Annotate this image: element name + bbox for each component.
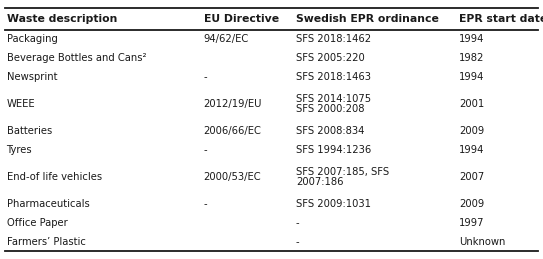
Text: 2001: 2001 [459, 99, 484, 109]
Text: 1994: 1994 [459, 145, 484, 155]
Text: SFS 2007:185, SFS: SFS 2007:185, SFS [296, 167, 389, 177]
Text: Pharmaceuticals: Pharmaceuticals [7, 199, 89, 209]
Text: Beverage Bottles and Cans²: Beverage Bottles and Cans² [7, 53, 146, 63]
Text: -: - [296, 218, 300, 228]
Text: SFS 2009:1031: SFS 2009:1031 [296, 199, 371, 209]
Text: Office Paper: Office Paper [7, 218, 67, 228]
Text: SFS 2018:1463: SFS 2018:1463 [296, 72, 371, 82]
Text: 1997: 1997 [459, 218, 484, 228]
Text: SFS 2014:1075: SFS 2014:1075 [296, 94, 371, 104]
Text: WEEE: WEEE [7, 99, 35, 109]
Text: 1982: 1982 [459, 53, 484, 63]
Text: 2009: 2009 [459, 199, 484, 209]
Text: Waste description: Waste description [7, 14, 117, 24]
Text: 2000/53/EC: 2000/53/EC [204, 172, 261, 182]
Text: SFS 2005:220: SFS 2005:220 [296, 53, 365, 63]
Text: -: - [296, 237, 300, 247]
Text: EPR start date: EPR start date [459, 14, 543, 24]
Text: -: - [204, 199, 207, 209]
Text: 2012/19/EU: 2012/19/EU [204, 99, 262, 109]
Text: Swedish EPR ordinance: Swedish EPR ordinance [296, 14, 439, 24]
Text: End-of life vehicles: End-of life vehicles [7, 172, 102, 182]
Text: SFS 2018:1462: SFS 2018:1462 [296, 34, 371, 44]
Text: Tyres: Tyres [7, 145, 32, 155]
Text: 2006/66/EC: 2006/66/EC [204, 126, 262, 136]
Text: Batteries: Batteries [7, 126, 52, 136]
Text: -: - [204, 145, 207, 155]
Text: Packaging: Packaging [7, 34, 58, 44]
Text: Newsprint: Newsprint [7, 72, 57, 82]
Text: 1994: 1994 [459, 72, 484, 82]
Text: Unknown: Unknown [459, 237, 505, 247]
Text: SFS 2008:834: SFS 2008:834 [296, 126, 364, 136]
Text: EU Directive: EU Directive [204, 14, 279, 24]
Text: SFS 2000:208: SFS 2000:208 [296, 104, 364, 114]
Text: 94/62/EC: 94/62/EC [204, 34, 249, 44]
Text: 2007:186: 2007:186 [296, 177, 343, 187]
Text: Farmers’ Plastic: Farmers’ Plastic [7, 237, 85, 247]
Text: 2007: 2007 [459, 172, 484, 182]
Text: -: - [204, 72, 207, 82]
Text: 2009: 2009 [459, 126, 484, 136]
Text: 1994: 1994 [459, 34, 484, 44]
Text: SFS 1994:1236: SFS 1994:1236 [296, 145, 371, 155]
